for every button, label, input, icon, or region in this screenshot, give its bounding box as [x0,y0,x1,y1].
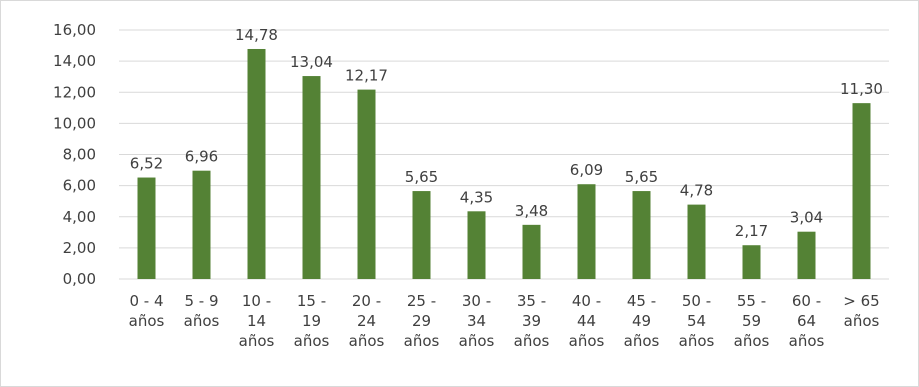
x-tick-label: 60 -64 años [789,292,825,350]
y-tick-label: 8,00 [63,146,96,164]
data-label: 5,65 [625,168,658,186]
x-tick-label: 10 -14 años [239,292,275,350]
x-tick-label: 15 -19 años [294,292,330,350]
x-tick-label: 35 -39 años [514,292,550,350]
bar [247,48,266,279]
data-label: 4,78 [680,182,713,200]
data-label: 6,96 [185,148,218,166]
y-tick-label: 14,00 [53,52,96,70]
data-label: 11,30 [840,80,883,98]
bar [687,204,706,279]
x-tick-label: 50 -54 años [679,292,715,350]
x-tick-label: 40 -44 años [569,292,605,350]
bar [797,231,816,279]
x-tick-label: 5 - 9 años [184,292,220,330]
x-tick-label: 25 -29 años [404,292,440,350]
y-tick-label: 4,00 [63,208,96,226]
data-label: 2,17 [735,222,768,240]
bar [632,191,651,279]
bar [522,224,541,279]
data-labels: 6,52 6,96 14,78 13,04 12,17 5,65 4,35 3,48 6,09 5… [130,26,883,240]
bar [192,170,211,279]
bar [852,103,871,279]
bar [357,89,376,280]
bar [412,191,431,279]
data-label: 5,65 [405,168,438,186]
x-tick-label: 20 -24 años [349,292,385,350]
data-label: 13,04 [290,53,333,71]
data-label: 4,35 [460,188,493,206]
data-label: 12,17 [345,67,388,85]
bars [137,48,871,280]
y-tick-label: 2,00 [63,239,96,257]
y-axis: 0,00 2,00 4,00 6,00 8,00 10,00 12,00 14,00 16,00 [53,21,96,288]
y-tick-label: 10,00 [53,114,96,132]
data-label: 6,52 [130,155,163,173]
x-tick-label: 30 -34 años [459,292,495,350]
y-tick-label: 0,00 [63,270,96,288]
gridlines [119,29,889,280]
bar [467,211,486,279]
x-tick-label: > 65 años [843,292,879,330]
data-label: 3,04 [790,209,823,227]
data-label: 3,48 [515,202,548,220]
y-tick-label: 16,00 [53,21,96,39]
bar [137,177,156,279]
x-tick-label: 45 -49 años [624,292,660,350]
bar [577,184,596,279]
data-label: 14,78 [235,26,278,44]
y-tick-label: 6,00 [63,177,96,195]
bar [742,245,761,279]
bar [302,76,321,279]
y-tick-label: 12,00 [53,83,96,101]
data-label: 6,09 [570,161,603,179]
x-tick-label: 0 - 4 años [129,292,165,330]
x-tick-label: 55 -59 años [734,292,770,350]
x-axis: 0 - 4 años 5 - 9 años 10 -14 años 15 -19 años 20… [129,292,880,350]
